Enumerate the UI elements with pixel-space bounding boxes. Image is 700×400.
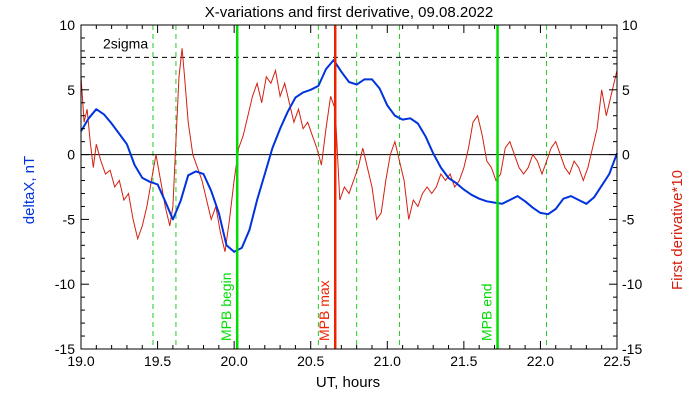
marker-label: MPB end [479,283,495,341]
y-left-tick-label: -5 [63,211,76,227]
y-right-tick-label: 0 [622,147,630,163]
y-right-tick-label: -10 [622,276,642,292]
series-line-first-derivative [80,48,618,252]
x-tick-label: 20.0 [221,353,248,369]
x-tick-label: 19.5 [144,353,171,369]
x-tick-label: 22.5 [603,353,630,369]
x-tick-label: 21.5 [450,353,477,369]
y-right-tick-label: -15 [622,341,642,357]
y-left-tick-label: 5 [67,82,75,98]
series-line-deltax [80,59,618,253]
marker-label: MPB begin [218,273,234,341]
x-tick-label: 20.5 [297,353,324,369]
y-right-tick-label: 5 [622,82,630,98]
y-right-tick-label: -5 [622,211,635,227]
x-tick-label: 19.0 [67,353,94,369]
sigma-label: 2sigma [103,35,148,51]
y-left-tick-label: 0 [67,147,75,163]
y-right-tick-label: 10 [622,17,638,33]
marker-label: MPB max [316,280,332,341]
chart-title: X-variations and first derivative, 09.08… [205,4,494,21]
y-left-tick-label: -10 [55,276,75,292]
x-tick-label: 21.0 [374,353,401,369]
x-tick-label: 22.0 [527,353,554,369]
y-axis-label-left: deltaX, nT [21,156,38,224]
y-left-tick-label: 10 [59,17,75,33]
y-axis-label-right: First derivative*10 [669,170,686,290]
plot-area: 2sigma MPB begin MPB max MPB end 19.0 19.5 20.… [55,17,643,369]
x-axis-label: UT, hours [316,374,380,391]
plot-frame [80,24,618,350]
y-left-tick-label: -15 [55,341,75,357]
